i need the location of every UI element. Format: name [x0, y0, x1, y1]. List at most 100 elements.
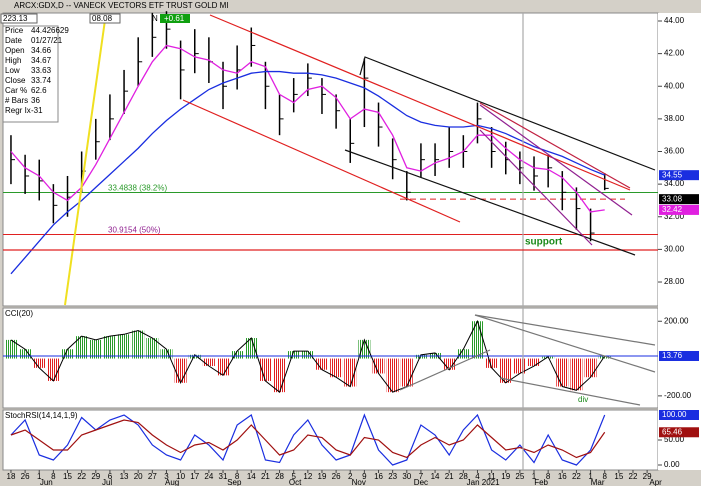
chart-title: ARCX:GDX,D -- VANECK VECTORS ETF TRUST G… [14, 1, 229, 10]
cci-bar [231, 351, 244, 359]
change-value: +0.61 [164, 14, 185, 23]
x-tick-label: 28 [275, 472, 284, 481]
moving-average [10, 44, 605, 213]
x-tick-label: 20 [134, 472, 143, 481]
cci-bar [485, 358, 498, 368]
month-label: Jul [102, 478, 112, 486]
stoch-panel [2, 409, 659, 471]
last-value-label: 13.76 [662, 351, 683, 360]
x-tick-label: 19 [318, 472, 327, 481]
cci-bar [103, 336, 116, 359]
cci-bar [19, 349, 32, 359]
x-tick-label: 28 [459, 472, 468, 481]
x-tick-label: 17 [190, 472, 199, 481]
cci-trendline [399, 349, 491, 391]
red-trendline [479, 102, 631, 189]
cci-bar [499, 358, 512, 383]
last-value-label: 32.42 [662, 205, 683, 214]
x-tick-label: 27 [148, 472, 157, 481]
x-tick-label: 4 [475, 472, 480, 481]
cci-bar [245, 338, 258, 359]
y-tick-label: 32.00 [664, 212, 685, 221]
cci-bar [174, 358, 187, 383]
y-tick-label: 200.00 [664, 316, 689, 325]
month-label: Feb [534, 478, 548, 486]
month-label: Apr [649, 478, 662, 486]
x-tick-label: 31 [219, 472, 228, 481]
cci-bar [75, 336, 88, 359]
x-tick-label: 5 [291, 472, 296, 481]
cci-bar [372, 358, 385, 374]
x-tick-label: 15 [63, 472, 72, 481]
month-label: Nov [352, 478, 366, 486]
month-label: Dec [414, 478, 428, 486]
cci-bar [259, 358, 272, 381]
y-tick-label: 34.00 [664, 179, 685, 188]
x-tick-label: 8 [51, 472, 56, 481]
cci-bar [344, 358, 357, 387]
x-tick-label: 12 [303, 472, 312, 481]
x-tick-label: 7 [419, 472, 424, 481]
cci-bar [443, 358, 456, 370]
info-value: -31 [31, 106, 43, 115]
x-tick-label: 14 [247, 472, 256, 481]
x-tick-label: 16 [374, 472, 383, 481]
moving-average [10, 70, 605, 275]
y-tick-label: -200.00 [664, 391, 692, 400]
axis-column [658, 13, 701, 470]
x-tick-label: 1 [532, 472, 537, 481]
x-tick-label: 1 [37, 472, 42, 481]
cci-trendline [474, 314, 656, 373]
info-label: Price [5, 26, 24, 35]
x-tick-label: 8 [602, 472, 607, 481]
month-label: Mar [591, 478, 605, 486]
info-label: Date [5, 36, 22, 45]
x-tick-label: 21 [261, 472, 270, 481]
x-tick-label: 29 [91, 472, 100, 481]
x-tick-label: 22 [572, 472, 581, 481]
x-tick-label: 29 [643, 472, 652, 481]
x-tick-label: 18 [7, 472, 16, 481]
month-label: Jan 2021 [467, 478, 500, 486]
info-value: 36 [31, 96, 40, 105]
purple-trendline [479, 104, 633, 216]
cci-bar [330, 358, 343, 378]
cci-bar [188, 354, 201, 359]
last-value-box [659, 427, 699, 438]
y-tick-label: 36.00 [664, 147, 685, 156]
info-label: Open [5, 46, 25, 55]
cci-trendline [474, 314, 656, 346]
info-label: Regr Ix [5, 106, 31, 115]
last-value-box [659, 410, 699, 420]
month-label: Jun [40, 478, 53, 486]
purple-trendline [479, 129, 593, 246]
cci-bar [528, 358, 541, 367]
x-tick-label: 14 [431, 472, 440, 481]
black-channel-lower [344, 149, 636, 256]
toolbar-box [0, 13, 38, 24]
x-tick-label: 3 [164, 472, 169, 481]
x-tick-label: 22 [629, 472, 638, 481]
x-tick-label: 1 [588, 472, 593, 481]
info-value: 44.426629 [31, 26, 69, 35]
last-value-label: 34.55 [662, 170, 683, 179]
info-value: 34.66 [31, 46, 52, 55]
cci-bar [4, 339, 17, 359]
last-value-box [659, 170, 699, 181]
toolbar [0, 0, 701, 12]
stoch-line [10, 413, 606, 466]
support-label: support [525, 237, 563, 248]
cci-bar [202, 358, 215, 367]
x-tick-label: 10 [176, 472, 185, 481]
x-tick-label: 8 [546, 472, 551, 481]
info-label: Low [5, 66, 20, 75]
toolbar-value: 08.08 [92, 14, 113, 23]
fib-label: 30.9154 (50%) [108, 226, 161, 235]
x-tick-label: 11 [487, 472, 496, 481]
month-label: Sep [227, 478, 242, 486]
x-tick-label: 30 [402, 472, 411, 481]
cci-bar [301, 351, 314, 359]
x-tick-label: 23 [388, 472, 397, 481]
x-tick-label: 15 [614, 472, 623, 481]
